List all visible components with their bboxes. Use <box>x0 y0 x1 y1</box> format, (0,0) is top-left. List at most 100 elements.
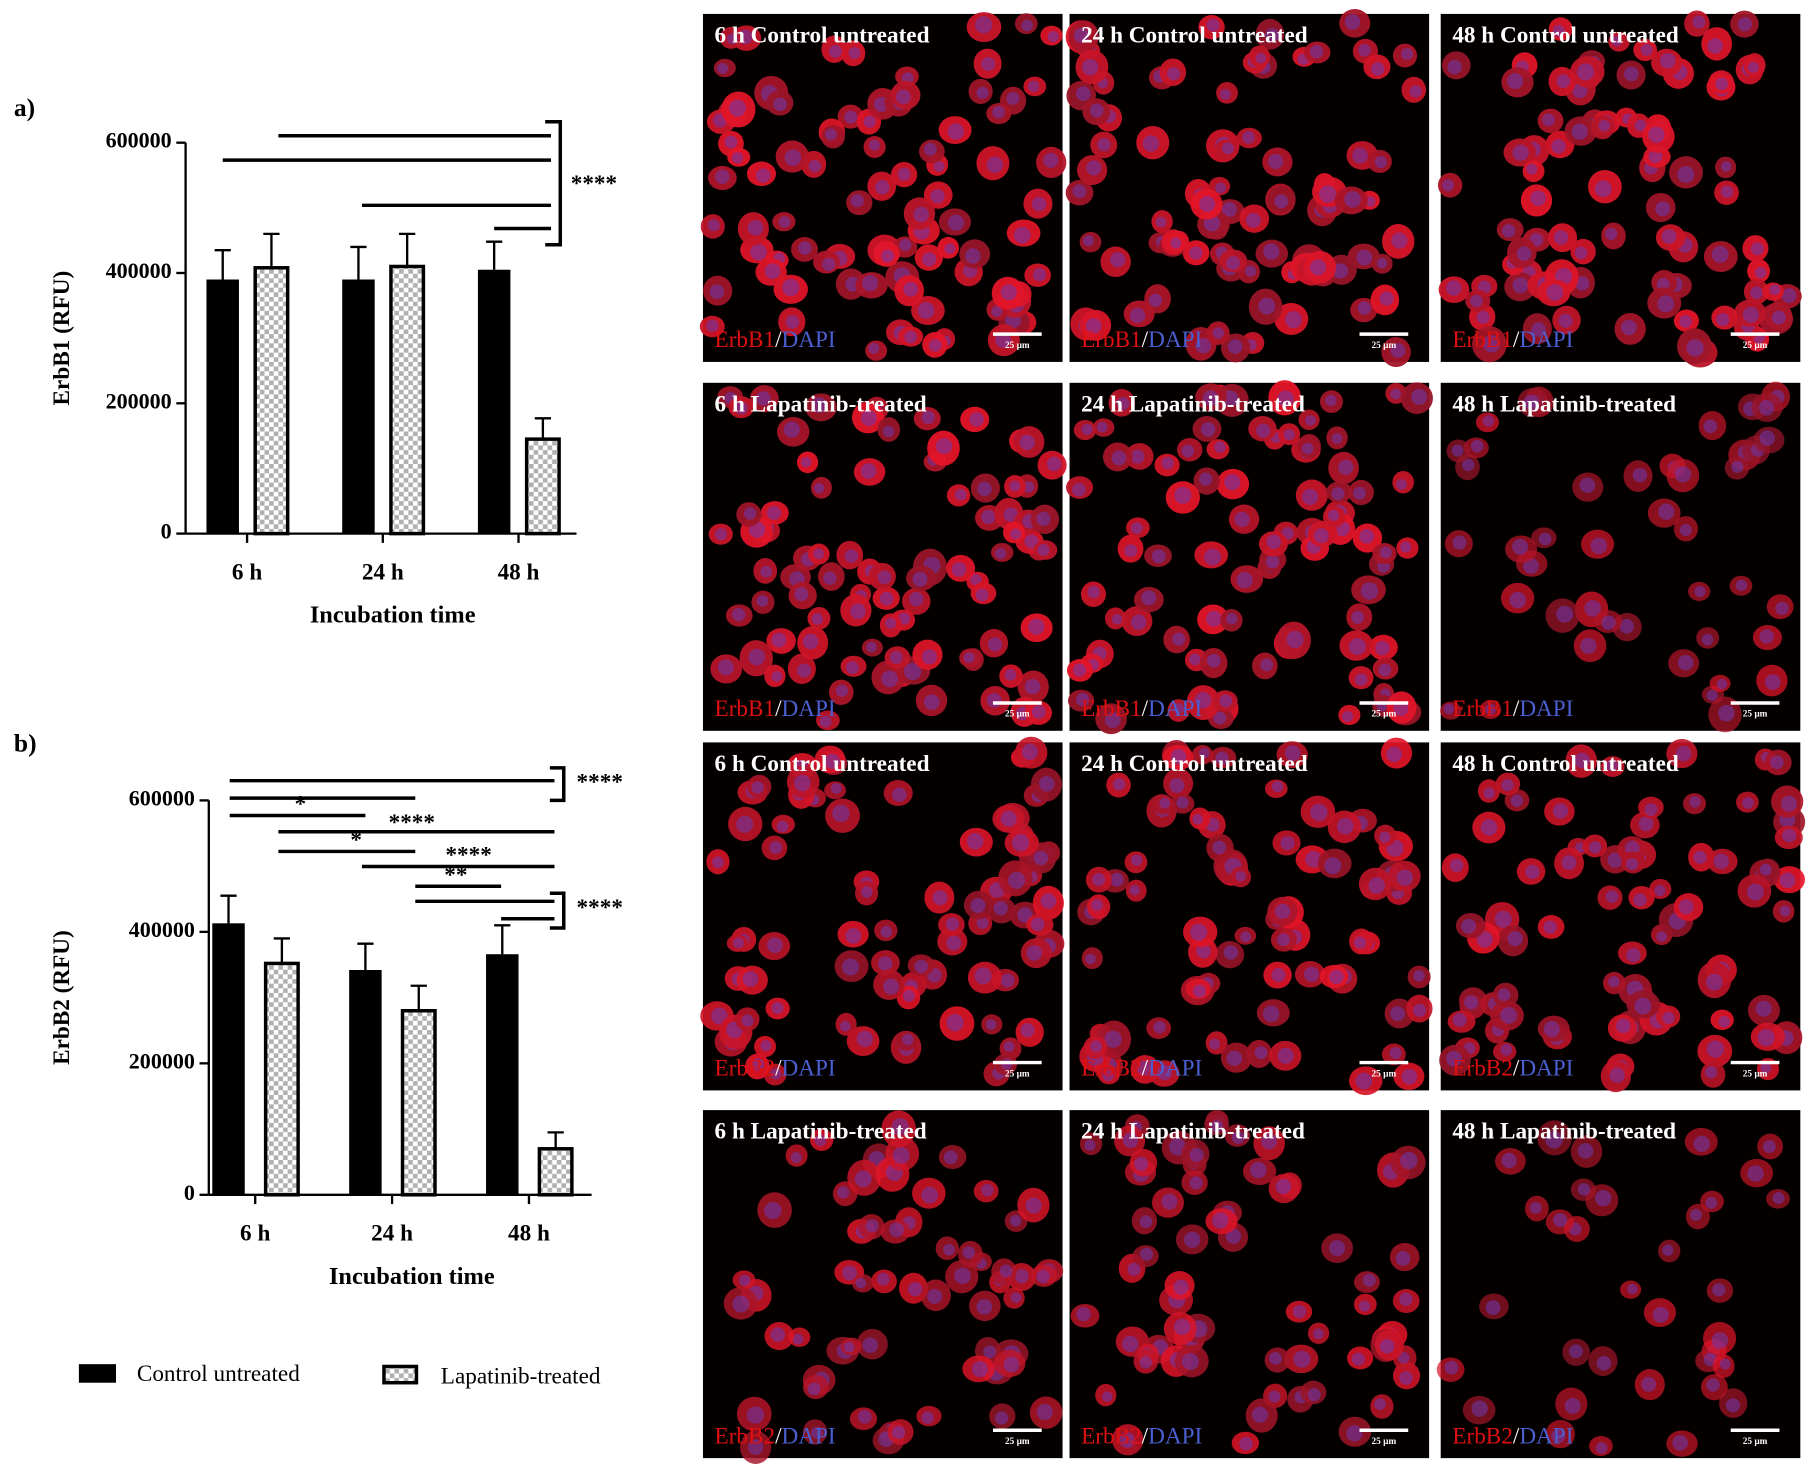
nucleus <box>1255 52 1267 64</box>
nucleus <box>785 315 800 329</box>
nucleus <box>907 1281 923 1297</box>
stain-label: ErbB1/DAPI <box>1081 328 1202 354</box>
nucleus <box>1494 910 1512 928</box>
nucleus <box>1076 692 1090 707</box>
nucleus <box>876 1272 890 1286</box>
nucleus <box>1076 1307 1091 1322</box>
nucleus <box>970 574 982 586</box>
nucleus <box>1331 487 1345 501</box>
nucleus <box>1110 872 1124 887</box>
nucleus <box>1677 654 1694 671</box>
nucleus <box>773 97 787 112</box>
nucleus <box>1380 1339 1395 1354</box>
nucleus <box>742 971 759 987</box>
nucleus <box>1656 277 1670 291</box>
nucleus <box>1284 311 1302 329</box>
significance-label: **** <box>389 810 435 836</box>
nucleus <box>1215 751 1229 765</box>
nucleus <box>1711 246 1729 263</box>
scale-label: 25 µm <box>1372 1069 1397 1079</box>
nucleus <box>1268 153 1284 170</box>
nucleus <box>1084 1139 1096 1151</box>
nucleus <box>1644 803 1658 817</box>
nucleus <box>1212 1212 1229 1229</box>
nucleus <box>1010 1292 1022 1303</box>
nucleus <box>1529 1201 1542 1214</box>
nucleus <box>1705 973 1723 991</box>
nucleus <box>954 488 967 501</box>
nucleus <box>783 421 800 438</box>
panel-title: 6 h Lapatinib-treated <box>715 1119 927 1145</box>
nucleus <box>1543 1021 1560 1037</box>
nucleus <box>1633 893 1647 907</box>
nucleus <box>1161 1193 1178 1210</box>
nucleus <box>1579 477 1596 494</box>
micrograph <box>1440 381 1801 733</box>
nucleus <box>1085 953 1096 965</box>
nucleus <box>854 1170 872 1188</box>
error-bar <box>350 245 367 280</box>
stain-dapi: DAPI <box>1519 1424 1573 1450</box>
nucleus <box>1173 1279 1189 1295</box>
nucleus <box>814 1134 827 1147</box>
nucleus <box>882 425 895 438</box>
nucleus <box>1704 1066 1718 1079</box>
nucleus <box>1362 1273 1376 1287</box>
nucleus <box>771 671 783 682</box>
nucleus <box>1779 872 1796 889</box>
panel-title: 24 h Lapatinib-treated <box>1081 391 1305 417</box>
nucleus <box>800 456 812 468</box>
nucleus <box>1561 855 1577 871</box>
legend-swatch <box>78 1364 116 1383</box>
scale-label: 25 µm <box>1005 1437 1030 1447</box>
nucleus <box>1209 1038 1221 1050</box>
nucleus <box>1470 294 1483 308</box>
nucleus <box>1706 689 1718 701</box>
nucleus <box>1206 653 1221 668</box>
nucleus <box>913 206 930 223</box>
nucleus <box>1360 582 1379 600</box>
nucleus <box>1073 27 1089 43</box>
nucleus <box>1346 1425 1363 1442</box>
nucleus <box>951 562 967 577</box>
nucleus <box>1461 918 1476 934</box>
nucleus <box>1679 315 1692 328</box>
legend-swatch <box>382 1364 419 1385</box>
nucleus <box>1173 703 1185 715</box>
nucleus <box>1092 873 1106 887</box>
nucleus <box>1512 277 1529 294</box>
nucleus <box>755 168 771 183</box>
stain-marker: ErbB2 <box>1452 1056 1513 1082</box>
nucleus <box>946 1013 964 1032</box>
error-bar <box>486 240 503 270</box>
stain-marker: ErbB1 <box>1081 328 1142 354</box>
nucleus <box>877 570 892 585</box>
nucleus <box>1019 434 1035 451</box>
micrograph-background <box>1440 382 1801 731</box>
nucleus <box>1648 126 1665 143</box>
nucleus <box>1574 752 1590 769</box>
significance-label: * <box>350 827 362 853</box>
nucleus <box>976 916 989 929</box>
nucleus <box>1104 712 1121 728</box>
nucleus <box>923 142 937 156</box>
nucleus <box>728 99 746 117</box>
nucleus <box>1139 1247 1154 1261</box>
stain-dapi: DAPI <box>782 1424 836 1450</box>
nucleus <box>1451 444 1464 457</box>
scale-label: 25 µm <box>1005 710 1030 720</box>
nucleus <box>1594 180 1612 198</box>
nucleus <box>903 281 919 297</box>
nucleus <box>969 412 984 427</box>
stain-marker: ErbB2 <box>1081 1424 1142 1450</box>
nucleus <box>868 139 880 151</box>
nucleus <box>1087 585 1100 599</box>
nucleus <box>751 781 764 794</box>
stain-separator: / <box>775 1424 782 1450</box>
nucleus <box>928 339 942 352</box>
nucleus <box>746 1406 765 1424</box>
nucleus <box>1413 970 1425 982</box>
y-tick-label: 200000 <box>106 388 172 413</box>
nucleus <box>743 507 757 520</box>
y-axis-title: ErbB2 (RFU) <box>49 930 75 1065</box>
